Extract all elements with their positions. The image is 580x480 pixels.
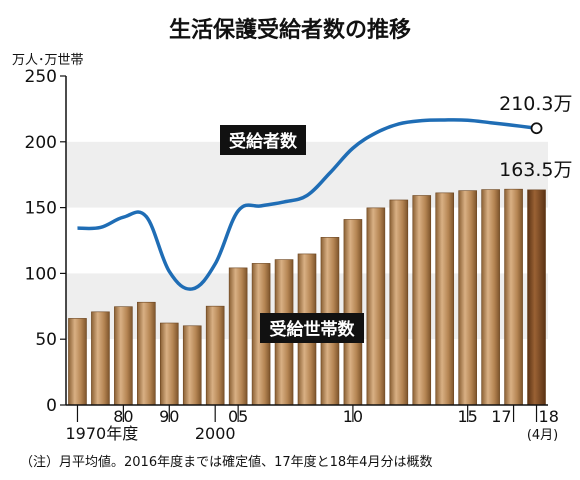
x-tick-label-2018: 18 <box>539 407 559 426</box>
y-tick-label-0: 0 <box>46 396 57 416</box>
bar-2013 <box>412 195 432 406</box>
x-tick-label-2010: 10 <box>343 407 363 426</box>
bar-2017 <box>504 188 523 406</box>
x-tick-label-1980: 80 <box>113 407 133 426</box>
bar-1995 <box>182 325 202 406</box>
series-label-recipients: 受給者数 <box>220 125 306 155</box>
line-recipients <box>77 118 537 291</box>
x-tick-label-2015: 15 <box>457 407 477 426</box>
bar-series-households <box>68 188 546 406</box>
bar-2012 <box>389 199 409 406</box>
x-tick-label-2005: 05 <box>228 407 248 426</box>
bar-2014 <box>435 192 455 406</box>
x-tick-sublabel-2018: (4月) <box>527 428 558 443</box>
series-label-households-text: 受給世帯数 <box>270 319 356 340</box>
footnote: （注）月平均値。2016年度までは確定値、17年度と18年4月分は概数 <box>20 454 432 470</box>
bar-2005 <box>228 267 248 406</box>
x-tick-label-1970: 1970年度 <box>65 424 138 443</box>
unit-label: 万人･万世帯 <box>12 53 84 68</box>
y-tick-label-200: 200 <box>25 133 57 153</box>
bar-2016 <box>481 189 500 406</box>
bar-1985 <box>137 301 156 406</box>
bar-2010 <box>343 219 363 406</box>
annotation-1: 163.5万 <box>499 159 572 181</box>
annotations: 210.3万 163.5万 <box>499 93 572 181</box>
line-end-marker <box>530 122 543 135</box>
line-series-recipients <box>77 118 543 291</box>
bar-1980 <box>114 306 133 406</box>
series-label-recipients-text: 受給者数 <box>229 131 298 152</box>
y-axis-ticks: 0 50 100 150 200 250 <box>25 67 66 416</box>
x-tick-label-2000: 2000 <box>195 424 236 443</box>
series-label-households: 受給世帯数 <box>260 313 364 343</box>
annotation-0: 210.3万 <box>499 93 572 115</box>
x-tick-label-2017: 17 <box>491 407 511 426</box>
bar-2018 <box>527 189 546 406</box>
bar-1970 <box>68 318 87 406</box>
y-tick-label-100: 100 <box>25 264 57 284</box>
bar-2000 <box>205 305 225 406</box>
bar-2015 <box>458 190 477 406</box>
y-tick-label-150: 150 <box>25 199 57 219</box>
x-tick-label-1990: 90 <box>159 407 179 426</box>
bar-2011 <box>366 207 386 406</box>
y-tick-label-250: 250 <box>25 67 57 87</box>
bar-1990 <box>159 322 179 406</box>
bar-1975 <box>91 311 110 406</box>
y-tick-label-50: 50 <box>35 330 57 350</box>
chart-title: 生活保護受給者数の推移 <box>169 17 411 43</box>
